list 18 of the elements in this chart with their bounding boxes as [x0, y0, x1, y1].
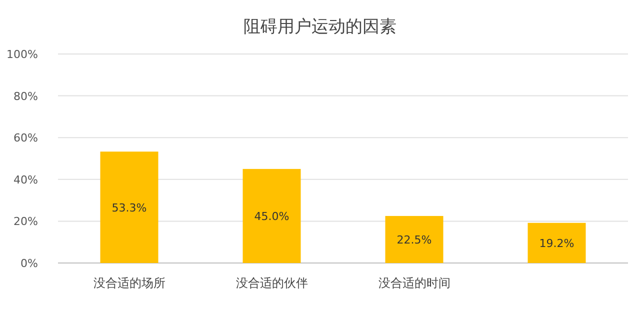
x-tick-label: 没合适的时间 [378, 276, 450, 290]
bar [385, 216, 444, 263]
y-tick-label: 0% [20, 257, 38, 270]
bar [100, 152, 158, 263]
y-tick-label: 60% [14, 132, 38, 145]
data-label: 22.5% [396, 233, 432, 246]
bar [242, 168, 301, 263]
chart-title: 阻碍用户运动的因素 [244, 17, 396, 37]
data-label: 19.2% [539, 236, 574, 250]
data-label: 53.3% [112, 201, 147, 214]
data-label: 45.0% [254, 210, 290, 223]
x-tick-label: 没合适的场所 [93, 276, 166, 290]
x-tick-label: 没合适的伙伴 [236, 276, 308, 290]
y-tick-label: 100% [6, 48, 38, 61]
bar [528, 222, 586, 263]
y-tick-label: 20% [14, 215, 38, 228]
y-tick-label: 80% [14, 90, 38, 103]
y-tick-label: 40% [14, 173, 38, 186]
